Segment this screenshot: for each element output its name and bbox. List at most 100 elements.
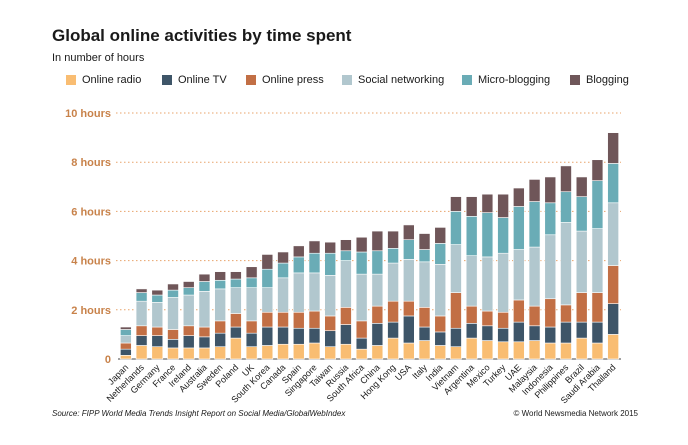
bar-segment-online-radio bbox=[182, 347, 195, 360]
y-tick-label: 2 hours bbox=[71, 305, 111, 317]
bar-segment-blogging bbox=[607, 132, 619, 164]
bar-segment-online-press bbox=[607, 265, 619, 304]
bar-segment-online-radio bbox=[607, 334, 619, 360]
bar-segment-blogging bbox=[151, 289, 164, 296]
bar-segment-micro-blogging bbox=[151, 294, 164, 303]
bar-segment-online-press bbox=[135, 325, 148, 336]
bar-segment-social-networking bbox=[324, 275, 337, 317]
bar-segment-online-press bbox=[120, 342, 132, 350]
legend-item-social-networking: Social networking bbox=[342, 74, 444, 86]
source-note: Source: FIPP World Media Trends Insight … bbox=[52, 409, 346, 418]
bar-segment-online-press bbox=[528, 305, 541, 327]
bar-segment-online-tv bbox=[387, 321, 399, 339]
bar-segment-online-radio bbox=[277, 343, 289, 360]
bar-segment-online-press bbox=[245, 320, 258, 334]
bar-segment-online-tv bbox=[575, 321, 588, 339]
y-tick-label: 8 hours bbox=[71, 157, 111, 169]
legend-swatch bbox=[570, 75, 580, 85]
bar-segment-micro-blogging bbox=[450, 211, 462, 245]
bar-segment-online-tv bbox=[277, 326, 289, 345]
bar-segment-online-radio bbox=[261, 345, 274, 360]
bar-segment-social-networking bbox=[481, 256, 494, 312]
chart-title: Global online activities by time spent bbox=[52, 26, 352, 45]
legend-label: Social networking bbox=[358, 74, 445, 86]
bar-segment-blogging bbox=[261, 254, 274, 270]
bar-segment-social-networking bbox=[575, 230, 588, 293]
bar-segment-online-radio bbox=[418, 340, 431, 360]
bar-segment-online-tv bbox=[560, 321, 572, 344]
legend-swatch bbox=[66, 75, 76, 85]
bar-segment-micro-blogging bbox=[245, 277, 258, 288]
bar-segment-online-radio bbox=[340, 343, 352, 360]
bar-segment-blogging bbox=[544, 176, 557, 204]
bar-segment-blogging bbox=[230, 271, 242, 280]
bar-segment-online-radio bbox=[450, 346, 462, 360]
bar-segment-micro-blogging bbox=[465, 216, 478, 256]
bar-segment-social-networking bbox=[245, 287, 258, 322]
bar-segment-micro-blogging bbox=[261, 268, 274, 288]
bar-segment-online-press bbox=[481, 310, 494, 327]
bar-segment-micro-blogging bbox=[591, 180, 604, 229]
bar-segment-online-tv bbox=[528, 325, 541, 341]
bar-segment-online-press bbox=[591, 292, 604, 323]
bar-segment-online-press bbox=[151, 326, 164, 336]
legend-swatch bbox=[462, 75, 472, 85]
bar-segment-blogging bbox=[528, 179, 541, 202]
bar-segment-micro-blogging bbox=[575, 196, 588, 232]
bar-segment-social-networking bbox=[387, 262, 399, 302]
legend-label: Online radio bbox=[82, 74, 142, 86]
bar-segment-online-radio bbox=[497, 341, 509, 360]
bar-segment-online-tv bbox=[167, 339, 179, 349]
bar-segment-online-radio bbox=[560, 342, 572, 360]
bar-segment-online-tv bbox=[214, 332, 226, 348]
bar-segment-online-radio bbox=[120, 355, 132, 360]
bar-segment-micro-blogging bbox=[402, 239, 415, 260]
bar-segment-online-tv bbox=[182, 335, 195, 349]
bar-segment-social-networking bbox=[182, 294, 195, 327]
bar-segment-micro-blogging bbox=[120, 329, 132, 336]
chart-subtitle: In number of hours bbox=[52, 52, 145, 64]
bar-segment-social-networking bbox=[355, 273, 368, 322]
bar-segment-social-networking bbox=[135, 300, 148, 327]
bar-segment-online-press bbox=[418, 307, 431, 328]
bar-segment-social-networking bbox=[340, 260, 352, 308]
bar-segment-blogging bbox=[465, 196, 478, 217]
bar-segment-blogging bbox=[575, 176, 588, 197]
bar-segment-social-networking bbox=[513, 249, 525, 301]
bar-segment-online-tv bbox=[261, 326, 274, 346]
bar-segment-micro-blogging bbox=[387, 248, 399, 264]
bar-segment-micro-blogging bbox=[182, 287, 195, 296]
bar-segment-micro-blogging bbox=[544, 202, 557, 236]
bar-segment-online-tv bbox=[544, 326, 557, 344]
bar-segment-social-networking bbox=[497, 252, 509, 313]
bar-segment-online-tv bbox=[591, 321, 604, 344]
legend-item-online-tv: Online TV bbox=[162, 74, 227, 86]
chart-legend: Online radio Online TV Online press Soci… bbox=[66, 74, 646, 90]
bar-segment-blogging bbox=[387, 230, 399, 249]
bar-segment-blogging bbox=[418, 233, 431, 250]
bar-segment-micro-blogging bbox=[308, 252, 321, 274]
bar-segment-blogging bbox=[355, 236, 368, 253]
bar-segment-blogging bbox=[450, 196, 462, 212]
bar-segment-blogging bbox=[198, 273, 211, 282]
bar-segment-blogging bbox=[214, 271, 226, 281]
x-tick-label: USA bbox=[393, 362, 413, 382]
bar-segment-online-press bbox=[292, 311, 305, 329]
bar-segment-social-networking bbox=[198, 291, 211, 328]
bar-segment-social-networking bbox=[560, 222, 572, 306]
bar-segment-online-radio bbox=[371, 345, 384, 360]
bar-segment-micro-blogging bbox=[607, 163, 619, 204]
bar-segment-blogging bbox=[167, 283, 179, 291]
y-tick-label: 0 bbox=[105, 354, 111, 366]
bar-segment-online-press bbox=[371, 305, 384, 324]
bar-segment-blogging bbox=[591, 159, 604, 181]
bar-segment-online-press bbox=[277, 311, 289, 328]
bar-segment-online-radio bbox=[402, 342, 415, 360]
bar-segment-micro-blogging bbox=[371, 250, 384, 275]
bar-segment-online-press bbox=[324, 315, 337, 332]
bar-segment-blogging bbox=[513, 187, 525, 207]
bar-segment-online-tv bbox=[135, 335, 148, 346]
bar-segment-online-radio bbox=[214, 346, 226, 360]
bar-segment-online-press bbox=[230, 313, 242, 328]
bar-segment-micro-blogging bbox=[481, 212, 494, 258]
